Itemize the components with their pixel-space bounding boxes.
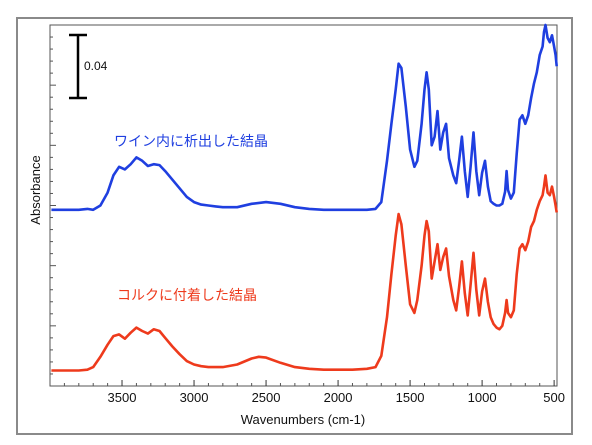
series-label-cork-crystals: コルクに付着した結晶 (117, 288, 257, 304)
y-axis-ticks (50, 36, 56, 375)
scale-bar-label: 0.04 (84, 59, 108, 73)
x-tick-label-500: 500 (543, 390, 565, 405)
x-tick-label-3500: 3500 (108, 390, 137, 405)
series-layer (51, 23, 558, 372)
x-tick-label-2000: 2000 (324, 390, 353, 405)
series-label-wine-crystals: ワイン内に析出した結晶 (114, 134, 268, 150)
x-axis-ticks (63, 380, 555, 386)
plot-area (49, 24, 558, 387)
x-tick-label-2500: 2500 (252, 390, 281, 405)
x-axis-title: Wavenumbers (cm-1) (241, 412, 365, 427)
x-tick-label-1000: 1000 (468, 390, 497, 405)
x-tick-label-3000: 3000 (180, 390, 209, 405)
y-axis-title: Absorbance (28, 155, 43, 224)
series-line-cork-crystals (51, 174, 558, 372)
x-axis-tick-labels: 3500 3000 2500 2000 1500 1000 500 (108, 390, 565, 405)
chart-frame (16, 17, 573, 435)
series-line-wine-crystals (51, 23, 558, 212)
x-tick-label-1500: 1500 (396, 390, 425, 405)
scale-bar: 0.04 (69, 33, 108, 100)
